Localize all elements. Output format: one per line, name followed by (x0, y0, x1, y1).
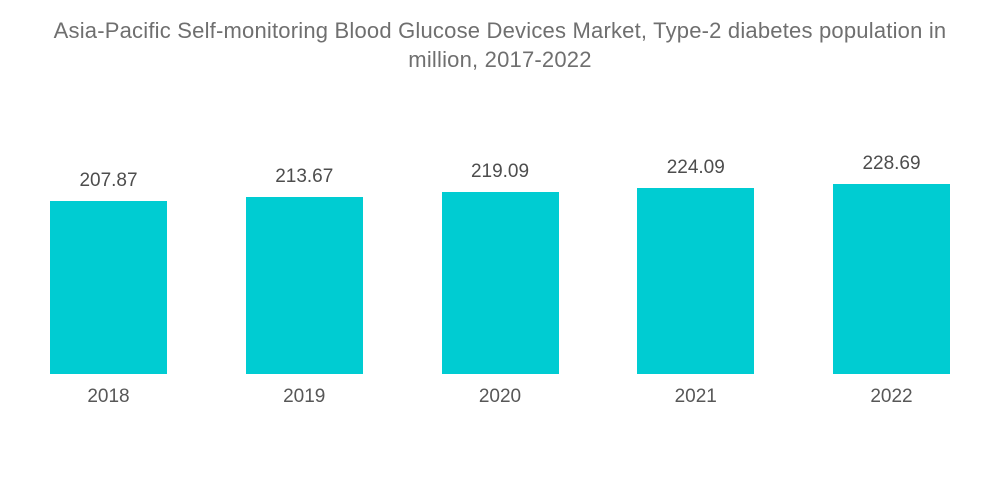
bar-value-label: 224.09 (666, 156, 725, 178)
bar (637, 187, 755, 375)
bar-value-label: 228.69 (862, 153, 921, 175)
bar (245, 196, 363, 375)
bar-value-label: 207.87 (79, 170, 138, 192)
bar (833, 184, 950, 375)
x-axis-category-label: 2021 (674, 386, 717, 408)
bar-group: 207.87 2018 (50, 170, 167, 408)
plot-area: 207.87 2018 213.67 2019 219.09 2020 224.09 2021… (50, 74, 950, 408)
bar-value-label: 219.09 (470, 161, 530, 183)
bar-group: 219.09 2020 (441, 161, 559, 408)
bar (441, 192, 559, 375)
bar-group: 228.69 2022 (833, 153, 950, 408)
bar-group: 224.09 2021 (637, 156, 755, 408)
x-axis-category-label: 2020 (478, 386, 522, 408)
x-axis-category-label: 2018 (87, 386, 130, 408)
x-axis-category-label: 2022 (870, 386, 913, 408)
x-axis-category-label: 2019 (283, 386, 326, 408)
bar-value-label: 213.67 (275, 165, 334, 187)
bar (50, 201, 167, 375)
chart-title: Asia-Pacific Self-monitoring Blood Gluco… (53, 18, 947, 73)
bar-group: 213.67 2019 (245, 165, 363, 409)
